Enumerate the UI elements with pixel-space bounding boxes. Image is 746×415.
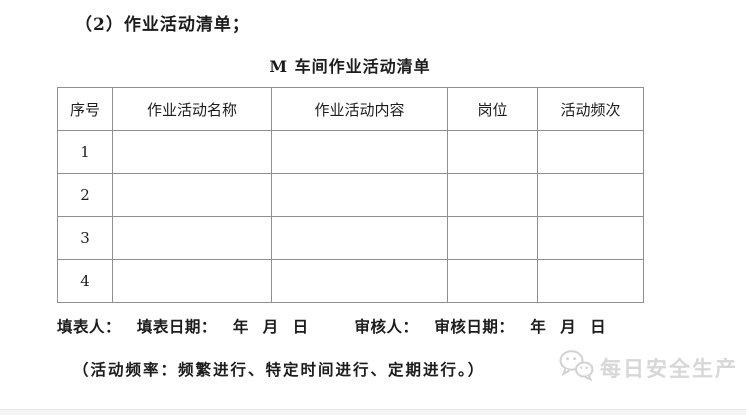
fill-date-label: 填表日期：	[136, 317, 217, 336]
cell-activity-content	[271, 216, 448, 260]
table-row: 1	[57, 130, 644, 174]
cell-activity-name	[112, 130, 272, 174]
table-title: M 车间作业活动清单	[269, 57, 431, 76]
watermark: 每日安全生产	[558, 349, 738, 386]
wechat-icon	[558, 349, 594, 386]
table-row: 3	[57, 216, 644, 260]
fill-date-value: 年 月 日	[232, 317, 309, 336]
section-heading: （2）作业活动清单；	[75, 15, 250, 35]
cell-activity-content	[271, 259, 448, 303]
bottom-divider	[0, 409, 746, 415]
col-header-activity-content: 作业活动内容	[271, 87, 448, 131]
cell-activity-content	[271, 173, 448, 217]
cell-post	[447, 173, 538, 217]
cell-activity-content	[271, 130, 448, 174]
table-row: 2	[57, 173, 644, 217]
cell-frequency	[537, 130, 644, 174]
reviewer-label: 审核人：	[354, 317, 419, 336]
filler-label: 填表人：	[57, 317, 122, 336]
frequency-note: （活动频率：频繁进行、特定时间进行、定期进行。）	[73, 360, 486, 379]
activity-table: 序号 作业活动名称 作业活动内容 岗位 活动频次 1 2	[57, 87, 644, 303]
table-header-row: 序号 作业活动名称 作业活动内容 岗位 活动频次	[57, 87, 644, 131]
watermark-text: 每日安全生产	[600, 355, 738, 381]
col-header-post: 岗位	[447, 87, 538, 131]
cell-index: 4	[57, 259, 113, 303]
cell-index: 1	[57, 130, 113, 174]
cell-post	[447, 130, 538, 174]
col-header-frequency: 活动频次	[537, 87, 644, 131]
cell-frequency	[537, 216, 644, 260]
review-date-value: 年 月 日	[530, 317, 607, 336]
cell-index: 3	[57, 216, 113, 260]
review-date-label: 审核日期：	[434, 317, 515, 336]
col-header-index: 序号	[57, 87, 113, 131]
cell-activity-name	[112, 216, 272, 260]
cell-post	[447, 216, 538, 260]
cell-frequency	[537, 173, 644, 217]
table-row: 4	[57, 259, 644, 303]
cell-post	[447, 259, 538, 303]
signature-line: 填表人： 填表日期： 年 月 日 审核人： 审核日期： 年 月 日	[57, 315, 606, 337]
col-header-activity-name: 作业活动名称	[112, 87, 272, 131]
cell-activity-name	[112, 259, 272, 303]
cell-frequency	[537, 259, 644, 303]
cell-index: 2	[57, 173, 113, 217]
cell-activity-name	[112, 173, 272, 217]
